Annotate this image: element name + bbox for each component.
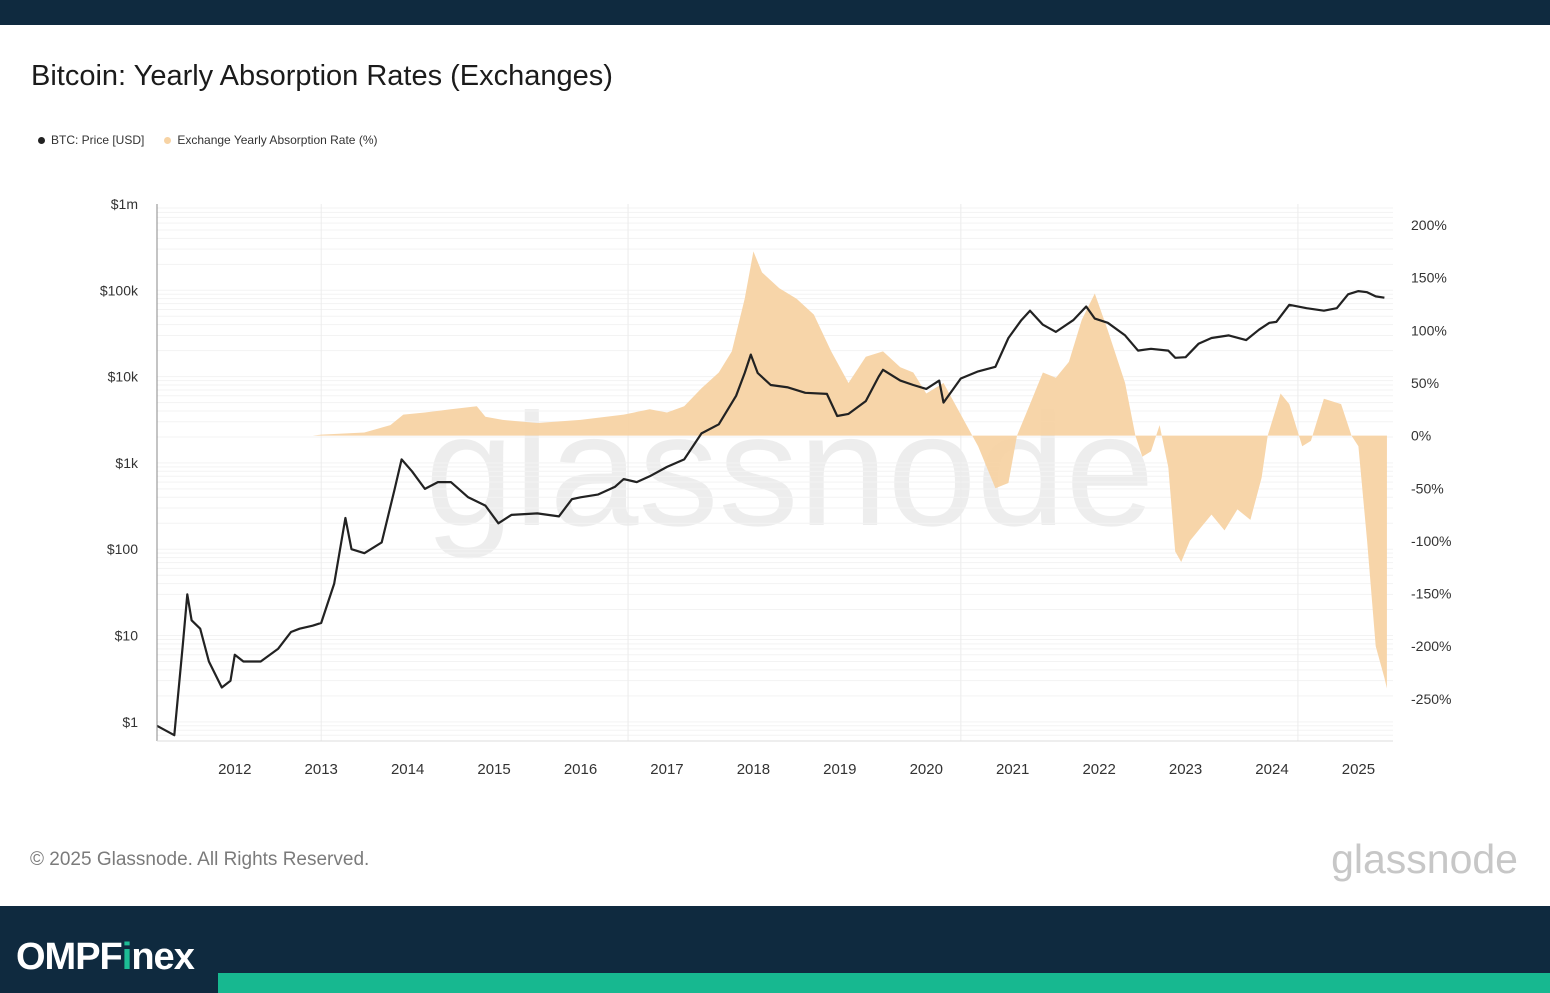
x-tick-label: 2015	[477, 761, 510, 778]
series-absorption-area	[157, 251, 1387, 689]
copyright-notice: © 2025 Glassnode. All Rights Reserved.	[30, 849, 370, 870]
legend-price-label: BTC: Price [USD]	[51, 133, 145, 147]
glassnode-logo: glassnode	[1331, 836, 1518, 882]
y-right-tick-label: 100%	[1411, 322, 1447, 338]
y-right-tick-label: -150%	[1411, 586, 1451, 602]
x-tick-label: 2012	[218, 761, 251, 778]
x-tick-label: 2025	[1342, 761, 1375, 778]
x-tick-label: 2024	[1255, 761, 1288, 778]
legend-absorption-label: Exchange Yearly Absorption Rate (%)	[177, 133, 378, 147]
y-right-tick-label: -250%	[1411, 691, 1451, 707]
legend-item-price[interactable]: BTC: Price [USD]	[38, 133, 144, 147]
x-tick-label: 2023	[1169, 761, 1202, 778]
ompfinex-logo: OMPFinex	[16, 936, 195, 979]
y-right-tick-label: -100%	[1411, 533, 1451, 549]
series-price-line	[156, 290, 1385, 737]
y-right-tick-label: -50%	[1411, 480, 1444, 496]
y-right-tick-label: -200%	[1411, 638, 1451, 654]
x-tick-label: 2018	[737, 761, 770, 778]
top-banner	[0, 0, 1550, 25]
chart-legend: BTC: Price [USD] Exchange Yearly Absorpt…	[38, 133, 397, 147]
chart-title: Bitcoin: Yearly Absorption Rates (Exchan…	[31, 60, 613, 92]
y-left-tick-label: $1m	[111, 196, 138, 212]
y-left-tick-label: $1k	[115, 455, 139, 471]
x-tick-label: 2016	[564, 761, 597, 778]
x-tick-label: 2020	[910, 761, 943, 778]
footer-accent-stripe	[218, 973, 1550, 993]
ompfinex-logo-accent: i	[121, 936, 133, 978]
y-right-tick-label: 0%	[1411, 428, 1431, 444]
y-left-tick-label: $100k	[100, 282, 139, 298]
x-tick-label: 2013	[305, 761, 338, 778]
x-tick-label: 2022	[1082, 761, 1115, 778]
y-right-tick-label: 150%	[1411, 270, 1447, 286]
legend-absorption-marker	[164, 136, 172, 144]
y-left-tick-label: $10k	[108, 369, 139, 385]
legend-item-absorption[interactable]: Exchange Yearly Absorption Rate (%)	[164, 133, 377, 147]
legend-price-marker	[38, 136, 45, 144]
y-left-tick-label: $10	[115, 628, 139, 644]
x-tick-label: 2019	[823, 761, 856, 778]
y-right-tick-label: 50%	[1411, 375, 1439, 391]
x-tick-label: 2014	[391, 761, 424, 778]
y-right-tick-label: 200%	[1411, 217, 1447, 233]
x-tick-label: 2021	[996, 761, 1029, 778]
y-left-tick-label: $100	[107, 541, 138, 557]
ompfinex-logo-part2: nex	[131, 936, 194, 978]
x-tick-label: 2017	[650, 761, 683, 778]
chart-svg: $1 $10 $100 $1k $10k $100k $1m 200% 150% 100% 50% 0…	[100, 196, 1452, 778]
ompfinex-logo-part1: OMPF	[16, 936, 123, 978]
y-left-tick-label: $1	[122, 714, 138, 730]
